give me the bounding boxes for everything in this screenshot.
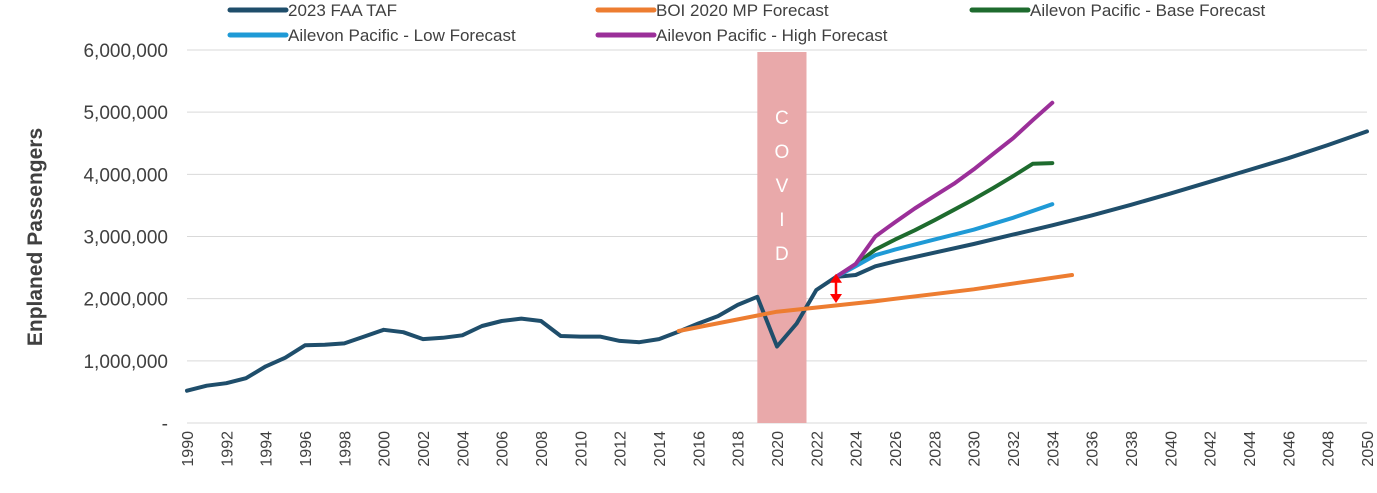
legend-label: Ailevon Pacific - Low Forecast [288, 26, 516, 45]
x-tick-label: 2042 [1203, 431, 1220, 467]
legend-label: BOI 2020 MP Forecast [656, 1, 829, 20]
x-tick-label: 2010 [573, 431, 590, 467]
x-tick-label: 1994 [259, 431, 276, 467]
x-tick-label: 2050 [1360, 431, 1377, 467]
series-lines [185, 100, 1369, 393]
x-tick-label: 2024 [849, 431, 866, 467]
x-tick-label: 2016 [691, 431, 708, 467]
x-tick-label: 2006 [495, 431, 512, 467]
gap-arrow [830, 273, 842, 304]
gap-arrow-head-up [830, 273, 842, 283]
covid-label-letter: C [775, 108, 789, 129]
series-line-1 [676, 273, 1074, 333]
covid-band [757, 52, 807, 423]
x-tick-label: 2030 [967, 431, 984, 467]
legend-label: 2023 FAA TAF [288, 1, 397, 20]
y-tick-label: - [162, 414, 168, 435]
x-tick-label: 2018 [731, 431, 748, 467]
gap-arrow-head-down [830, 294, 842, 304]
x-tick-label: 2014 [652, 431, 669, 467]
y-tick-label: 4,000,000 [83, 165, 168, 186]
x-tick-label: 2028 [927, 431, 944, 467]
x-tick-label: 2036 [1085, 431, 1102, 467]
x-axis: 1990 1992 1994 1996 1998 2000 2002 2004 2006 2008… [180, 431, 1377, 467]
y-tick-label: 1,000,000 [83, 352, 168, 373]
covid-label-letter: V [776, 176, 789, 197]
x-tick-label: 2040 [1163, 431, 1180, 467]
x-tick-label: 2008 [534, 431, 551, 467]
legend-label: Ailevon Pacific - High Forecast [656, 26, 888, 45]
covid-label-letter: O [775, 142, 790, 163]
x-tick-label: 1996 [298, 431, 315, 467]
y-axis-title: Enplaned Passengers [24, 128, 47, 346]
x-tick-label: 2044 [1242, 431, 1259, 467]
series-line-2 [834, 161, 1055, 279]
x-tick-label: 2048 [1321, 431, 1338, 467]
x-tick-label: 2034 [1045, 431, 1062, 467]
x-tick-label: 2004 [455, 431, 472, 467]
y-axis: - 1,000,000 2,000,000 3,000,000 4,000,000 5,0… [83, 41, 168, 435]
x-tick-label: 2012 [613, 431, 630, 467]
x-tick-label: 2046 [1281, 431, 1298, 467]
y-tick-label: 3,000,000 [83, 228, 168, 249]
series-line-0 [185, 129, 1369, 393]
x-tick-label: 1992 [219, 431, 236, 467]
x-tick-label: 1998 [337, 431, 354, 467]
x-tick-label: 2022 [809, 431, 826, 467]
y-tick-label: 5,000,000 [83, 103, 168, 124]
x-tick-label: 2038 [1124, 431, 1141, 467]
x-tick-label: 2000 [377, 431, 394, 467]
y-tick-label: 2,000,000 [83, 290, 168, 311]
series-line-4 [834, 100, 1055, 279]
x-tick-label: 1990 [180, 431, 197, 467]
x-tick-label: 2026 [888, 431, 905, 467]
legend-label: Ailevon Pacific - Base Forecast [1030, 1, 1266, 20]
series-line-3 [834, 202, 1055, 279]
y-tick-label: 6,000,000 [83, 41, 168, 62]
x-tick-label: 2032 [1006, 431, 1023, 467]
legend: 2023 FAA TAF BOI 2020 MP Forecast Ailevon … [227, 1, 1266, 45]
x-tick-label: 2002 [416, 431, 433, 467]
covid-label-letter: D [775, 244, 789, 265]
covid-label-letter: I [779, 210, 784, 231]
x-tick-label: 2020 [770, 431, 787, 467]
